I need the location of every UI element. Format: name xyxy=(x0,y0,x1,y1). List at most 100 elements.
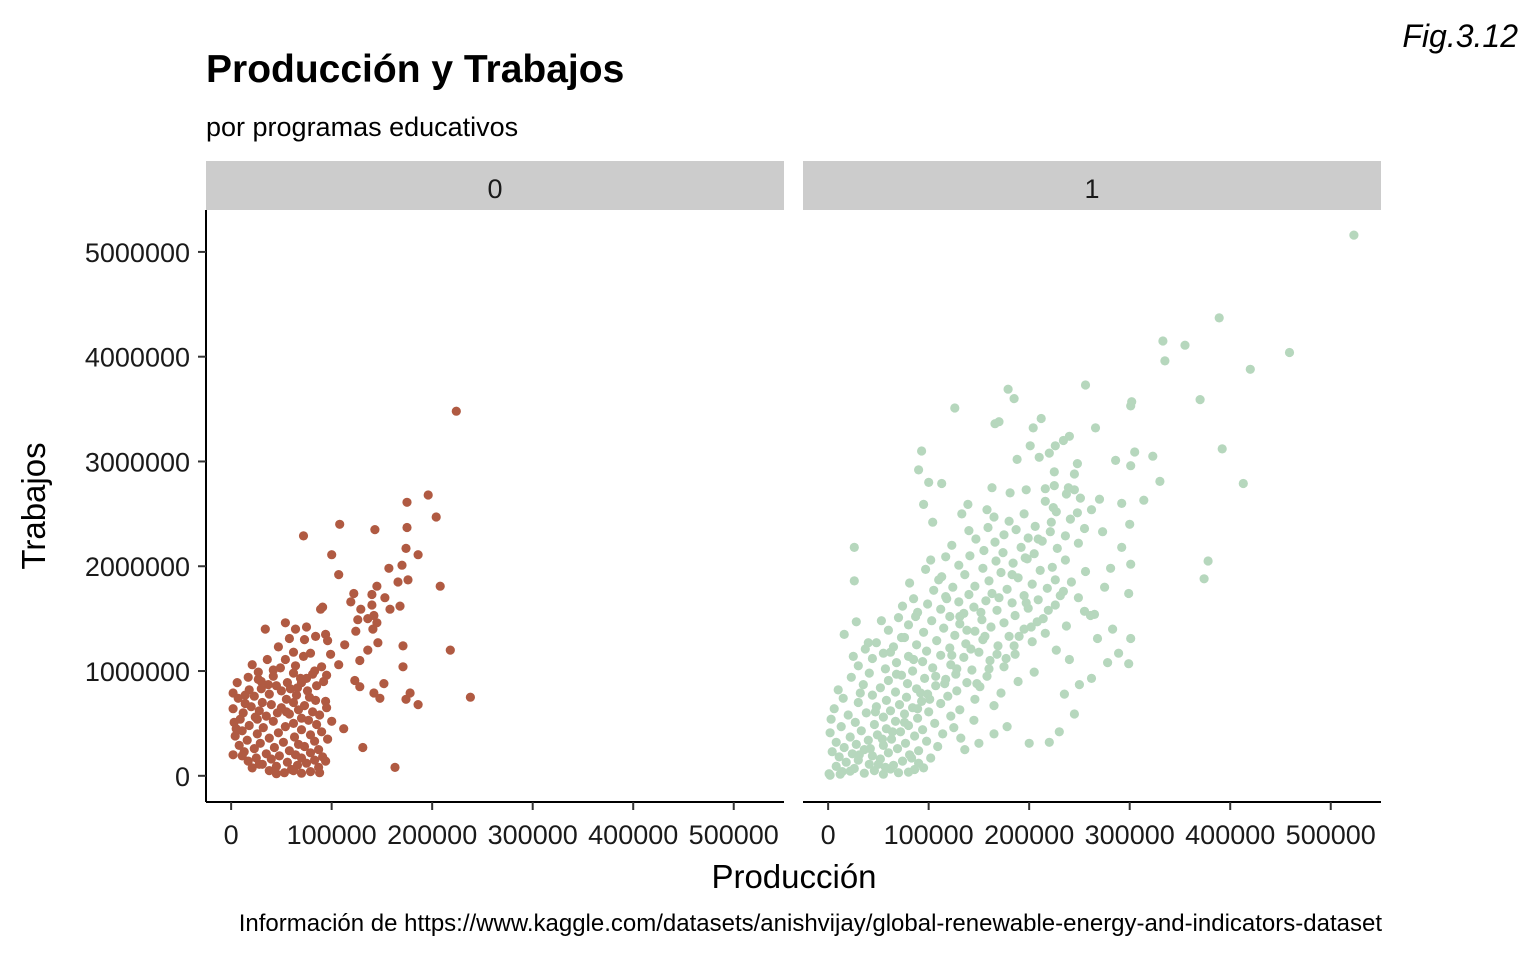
data-point xyxy=(1003,384,1013,394)
data-point xyxy=(1009,394,1019,404)
data-point xyxy=(980,631,990,642)
data-point xyxy=(996,688,1006,698)
data-point xyxy=(284,633,294,644)
data-point xyxy=(928,663,938,673)
data-point xyxy=(1058,435,1068,446)
data-point xyxy=(247,763,257,773)
data-point xyxy=(969,602,979,612)
data-point xyxy=(846,672,856,682)
data-point xyxy=(910,731,920,741)
data-point xyxy=(279,768,289,778)
data-point xyxy=(1130,447,1140,457)
data-point xyxy=(838,693,848,703)
data-point xyxy=(255,738,265,748)
data-point xyxy=(358,742,368,753)
data-point xyxy=(919,763,929,773)
data-point xyxy=(363,614,373,624)
data-point xyxy=(883,748,894,758)
data-point xyxy=(369,688,379,698)
data-point xyxy=(963,499,973,509)
data-point xyxy=(1021,485,1031,495)
data-point xyxy=(402,522,412,533)
data-point xyxy=(1005,488,1015,498)
data-point xyxy=(952,686,962,696)
data-point xyxy=(280,722,290,732)
data-point xyxy=(950,630,960,641)
data-point xyxy=(1049,467,1059,477)
data-point xyxy=(875,683,886,693)
x-axis-title: Producción xyxy=(711,858,876,895)
data-point xyxy=(932,636,942,646)
data-point xyxy=(311,695,321,706)
data-point xyxy=(1004,516,1014,526)
data-point xyxy=(266,700,276,710)
data-point xyxy=(1100,582,1110,592)
data-point xyxy=(289,732,300,742)
data-point xyxy=(877,734,888,744)
data-point xyxy=(1004,631,1014,642)
data-point xyxy=(384,563,394,573)
y-tick-label: 5000000 xyxy=(85,238,190,268)
data-point xyxy=(339,724,349,734)
data-point xyxy=(909,654,919,665)
y-tick-label: 1000000 xyxy=(85,657,190,687)
data-point xyxy=(298,651,309,662)
data-point xyxy=(1075,493,1085,503)
data-point xyxy=(335,519,345,529)
data-point xyxy=(969,715,979,725)
data-point xyxy=(934,575,944,585)
data-point xyxy=(833,685,843,695)
data-point xyxy=(925,694,935,704)
data-point xyxy=(308,707,318,717)
data-point xyxy=(273,728,283,738)
data-point xyxy=(228,704,238,714)
data-point xyxy=(917,446,927,456)
data-point xyxy=(1086,505,1097,515)
data-point xyxy=(1160,356,1170,366)
data-point xyxy=(1044,448,1054,458)
data-point xyxy=(257,697,267,708)
data-point xyxy=(256,684,266,694)
data-point xyxy=(851,617,861,627)
data-point xyxy=(268,665,278,675)
data-point xyxy=(370,525,380,535)
data-point xyxy=(926,555,936,565)
data-point xyxy=(853,661,863,671)
data-point xyxy=(228,750,238,760)
data-point xyxy=(1009,641,1019,651)
data-point xyxy=(1034,452,1044,462)
data-point xyxy=(301,758,312,768)
data-point xyxy=(1085,610,1096,621)
data-point xyxy=(1090,423,1101,433)
y-tick-label: 3000000 xyxy=(85,447,190,477)
data-point xyxy=(834,752,844,762)
data-point xyxy=(926,753,936,763)
data-point xyxy=(967,665,977,675)
data-point xyxy=(992,649,1002,659)
y-axis: 0 1000000 2000000 3000000 4000000 5000000 xyxy=(85,210,207,802)
data-point xyxy=(1203,556,1213,566)
data-point xyxy=(955,611,965,622)
data-point xyxy=(962,625,972,635)
data-point xyxy=(989,512,999,522)
data-point xyxy=(252,729,262,739)
chart-subtitle: por programas educativos xyxy=(206,112,519,142)
x-tick-label: 300000 xyxy=(488,820,578,850)
data-point xyxy=(936,604,946,614)
data-point xyxy=(1047,562,1057,572)
data-point xyxy=(271,769,281,779)
data-point xyxy=(1180,340,1190,350)
x-tick-label: 100000 xyxy=(287,820,377,850)
data-point xyxy=(243,672,253,682)
data-point xyxy=(955,705,965,715)
data-point xyxy=(1124,588,1134,599)
data-point xyxy=(372,581,382,591)
data-point xyxy=(269,742,279,753)
data-point xyxy=(1073,593,1083,603)
data-point xyxy=(907,753,917,763)
data-point xyxy=(893,613,904,623)
data-point xyxy=(938,729,948,739)
data-point xyxy=(994,593,1004,603)
data-point xyxy=(839,742,849,753)
data-point xyxy=(379,679,389,689)
